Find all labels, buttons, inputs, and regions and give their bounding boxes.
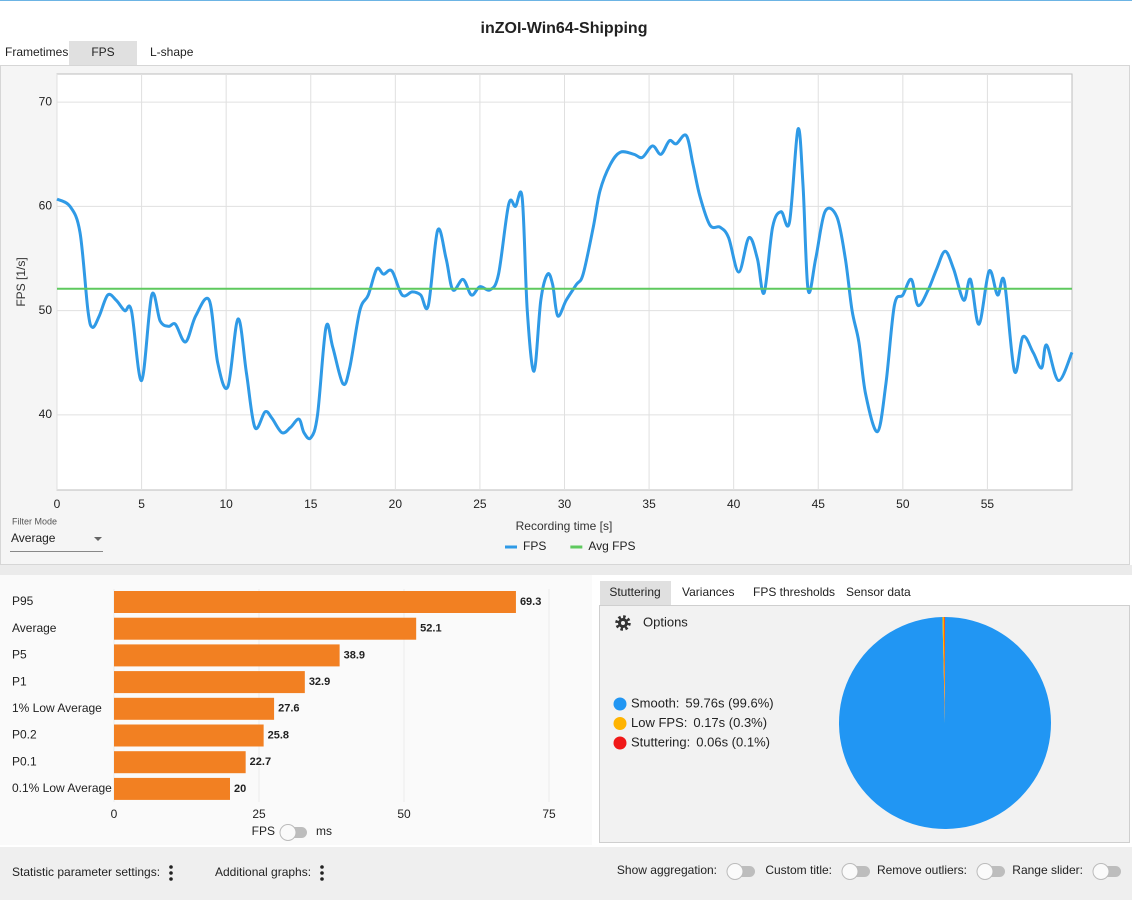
- footer-label: Show aggregation:: [617, 863, 717, 877]
- category-label: Average: [12, 621, 57, 635]
- bar: [114, 777, 230, 800]
- toggle[interactable]: [841, 863, 870, 880]
- toggle-left-label: FPS: [252, 824, 275, 838]
- legend-dot: [613, 736, 627, 750]
- bar: [114, 724, 264, 747]
- divider: [0, 565, 1132, 575]
- y-tick-label: 60: [39, 199, 53, 213]
- filter-mode-label: Filter Mode: [12, 516, 57, 526]
- x-tick-label: 10: [219, 497, 233, 511]
- gear-icon[interactable]: [615, 615, 631, 631]
- kebab-menu[interactable]: [320, 865, 324, 881]
- footer-label: Range slider:: [1012, 863, 1083, 877]
- toggle[interactable]: [726, 863, 755, 880]
- x-tick-label: 5: [138, 497, 145, 511]
- options-label[interactable]: Options: [643, 614, 688, 629]
- filter-mode-value[interactable]: Average: [11, 531, 56, 545]
- toggle[interactable]: [1092, 863, 1121, 880]
- x-tick-label: 50: [896, 497, 910, 511]
- x-tick-label: 35: [642, 497, 656, 511]
- legend-dot: [613, 717, 627, 730]
- bar: [114, 644, 340, 667]
- tab[interactable]: FPS: [91, 45, 114, 59]
- footer-label: Remove outliers:: [877, 863, 967, 877]
- footer-label: Statistic parameter settings:: [12, 865, 160, 879]
- value-label: 32.9: [309, 676, 330, 688]
- analysis-tab[interactable]: Sensor data: [846, 585, 911, 599]
- footer: [0, 847, 1132, 900]
- bar: [114, 751, 246, 774]
- active-tab-bg: [69, 41, 137, 65]
- category-label: P0.1: [12, 754, 37, 768]
- toggle[interactable]: [976, 863, 1005, 880]
- y-tick-label: 50: [39, 303, 53, 317]
- category-label: P5: [12, 648, 27, 662]
- active-tab-bg: [600, 581, 671, 605]
- pie-slice: [944, 617, 945, 723]
- legend-value: 59.76s (99.6%): [685, 695, 773, 710]
- pie-chart: Smooth: 59.76s (99.6%) Low FPS: 0.17s (0.3%…: [613, 617, 1051, 830]
- bar: [114, 671, 305, 694]
- bar-chart: 0 25 50 75 P95 69.3 Average 52.1 P5 38.9 P1 32.9 1% …: [12, 589, 556, 821]
- window-title: inZOI-Win64-Shipping: [481, 20, 648, 37]
- category-label: 1% Low Average: [12, 701, 102, 715]
- tab[interactable]: Frametimes: [5, 45, 68, 59]
- x-tick-label: 45: [812, 497, 826, 511]
- dropdown-arrow[interactable]: [94, 537, 102, 541]
- x-tick-label: 0: [111, 807, 118, 821]
- footer-label: Additional graphs:: [215, 865, 311, 879]
- bar: [114, 591, 516, 613]
- unit-toggle-knob[interactable]: [279, 824, 297, 841]
- value-label: 69.3: [520, 596, 541, 608]
- line-chart: 40 50 60 70 0 5 10 15 20 25 30 35 40 45 50 55 FPS Avg FPS: [39, 73, 1074, 553]
- legend-value: 0.17s (0.3%): [693, 715, 767, 730]
- x-tick-label: 40: [727, 497, 741, 511]
- legend-dot: [613, 697, 627, 711]
- legend-name: Low FPS:: [631, 715, 687, 730]
- x-tick-label: 25: [473, 497, 487, 511]
- x-tick-label: 15: [304, 497, 318, 511]
- x-tick-label: 25: [252, 807, 266, 821]
- analysis-tab[interactable]: Stuttering: [609, 585, 660, 599]
- x-tick-label: 0: [54, 497, 61, 511]
- x-tick-label: 55: [981, 497, 995, 511]
- y-tick-label: 40: [39, 407, 53, 421]
- pie-slice: [838, 617, 1051, 830]
- pie-slice: [942, 617, 945, 723]
- category-label: 0.1% Low Average: [12, 781, 112, 795]
- y-tick-label: 70: [39, 94, 53, 108]
- footer-label: Custom title:: [765, 863, 832, 877]
- legend-label: FPS: [523, 539, 546, 553]
- bar: [114, 697, 275, 720]
- analysis-tab[interactable]: Variances: [682, 585, 734, 599]
- value-label: 20: [234, 783, 246, 795]
- value-label: 22.7: [250, 756, 271, 768]
- bar: [114, 617, 417, 640]
- kebab-menu[interactable]: [169, 865, 173, 881]
- value-label: 52.1: [420, 623, 441, 635]
- legend-label: Avg FPS: [588, 539, 635, 553]
- tab[interactable]: L-shape: [150, 45, 194, 59]
- category-label: P1: [12, 674, 27, 688]
- x-tick-label: 50: [397, 807, 411, 821]
- category-label: P95: [12, 594, 34, 608]
- category-label: P0.2: [12, 728, 37, 742]
- value-label: 27.6: [278, 703, 299, 715]
- legend-name: Smooth:: [631, 695, 679, 710]
- value-label: 25.8: [268, 729, 289, 741]
- x-tick-label: 30: [558, 497, 572, 511]
- x-axis-label: Recording time [s]: [516, 519, 613, 533]
- value-label: 38.9: [344, 649, 365, 661]
- legend-name: Stuttering:: [631, 734, 690, 749]
- legend-value: 0.06s (0.1%): [696, 734, 770, 749]
- y-axis-label: FPS [1/s]: [14, 257, 28, 306]
- x-tick-label: 20: [389, 497, 403, 511]
- x-tick-label: 75: [542, 807, 556, 821]
- toggle-right-label: ms: [316, 824, 332, 838]
- series-line: [56, 127, 1074, 441]
- analysis-tab[interactable]: FPS thresholds: [753, 585, 835, 599]
